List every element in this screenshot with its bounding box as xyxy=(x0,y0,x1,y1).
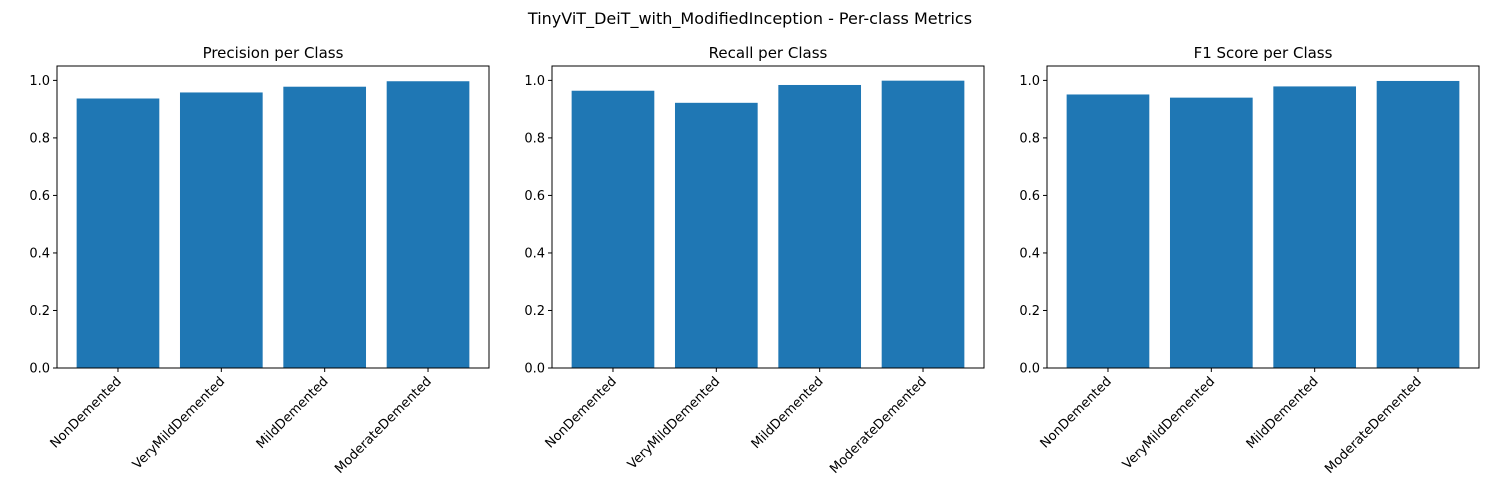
chart-panel-3: F1 Score per Class 0.0 0.2 0.4 0.6 0.8 1.0 NonD… xyxy=(1019,44,1480,477)
bar-nondemented xyxy=(571,90,655,369)
bar-milddemented xyxy=(778,84,862,369)
y-tick-label: 0.4 xyxy=(1019,246,1040,261)
x-tick-label: ModerateDemented xyxy=(827,374,930,477)
x-tick-label: MildDemented xyxy=(1244,374,1322,452)
y-tick-label: 1.0 xyxy=(1019,74,1040,89)
bar-nondemented xyxy=(76,98,160,369)
x-tick-label: VeryMildDemented xyxy=(130,374,228,472)
y-tick-label: 0.8 xyxy=(524,131,545,146)
y-tick-label: 0.4 xyxy=(524,246,545,261)
bar-verymilddemented xyxy=(674,102,758,368)
x-tick-label: MildDemented xyxy=(254,374,332,452)
bar-moderatedemented xyxy=(881,80,965,368)
bar-nondemented xyxy=(1066,94,1150,368)
y-tick-label: 0.8 xyxy=(1019,131,1040,146)
y-tick-label: 1.0 xyxy=(524,74,545,89)
y-tick-label: 0.8 xyxy=(29,131,50,146)
y-tick-label: 0.2 xyxy=(524,304,545,319)
x-tick-label: VeryMildDemented xyxy=(625,374,723,472)
y-tick-label: 0.6 xyxy=(29,189,50,204)
bar-moderatedemented xyxy=(386,81,470,369)
y-tick-label: 0.0 xyxy=(29,362,50,377)
y-tick-label: 0.4 xyxy=(29,246,50,261)
chart-panels: Precision per Class 0.0 0.2 0.4 0.6 0.8 1.0 Non… xyxy=(29,44,1480,477)
axes-frame xyxy=(1046,65,1480,369)
y-tick-label: 0.0 xyxy=(524,362,545,377)
y-tick-label: 0.2 xyxy=(1019,304,1040,319)
bar-verymilddemented xyxy=(179,92,263,369)
bar-milddemented xyxy=(1273,86,1357,368)
bar-moderatedemented xyxy=(1376,80,1460,369)
y-tick-label: 0.6 xyxy=(1019,189,1040,204)
chart-title: Precision per Class xyxy=(203,44,344,62)
y-tick-label: 1.0 xyxy=(29,74,50,89)
bar-milddemented xyxy=(283,86,367,369)
axes-frame xyxy=(56,65,490,369)
bar-verymilddemented xyxy=(1169,97,1253,368)
x-tick-label: NonDemented xyxy=(48,374,125,451)
chart-panel-1: Precision per Class 0.0 0.2 0.4 0.6 0.8 1.0 Non… xyxy=(29,44,490,477)
x-tick-label: NonDemented xyxy=(1038,374,1115,451)
x-tick-label: ModerateDemented xyxy=(1322,374,1425,477)
y-tick-label: 0.0 xyxy=(1019,362,1040,377)
x-tick-label: MildDemented xyxy=(749,374,827,452)
figure-suptitle: TinyViT_DeiT_with_ModifiedInception - Pe… xyxy=(527,9,972,29)
x-tick-label: ModerateDemented xyxy=(332,374,435,477)
x-tick-label: NonDemented xyxy=(543,374,620,451)
chart-title: F1 Score per Class xyxy=(1194,44,1333,62)
axes-frame xyxy=(551,65,985,369)
chart-panel-2: Recall per Class 0.0 0.2 0.4 0.6 0.8 1.0 NonDem… xyxy=(524,44,985,477)
y-tick-label: 0.2 xyxy=(29,304,50,319)
y-tick-label: 0.6 xyxy=(524,189,545,204)
chart-title: Recall per Class xyxy=(709,44,828,62)
x-tick-label: VeryMildDemented xyxy=(1120,374,1218,472)
